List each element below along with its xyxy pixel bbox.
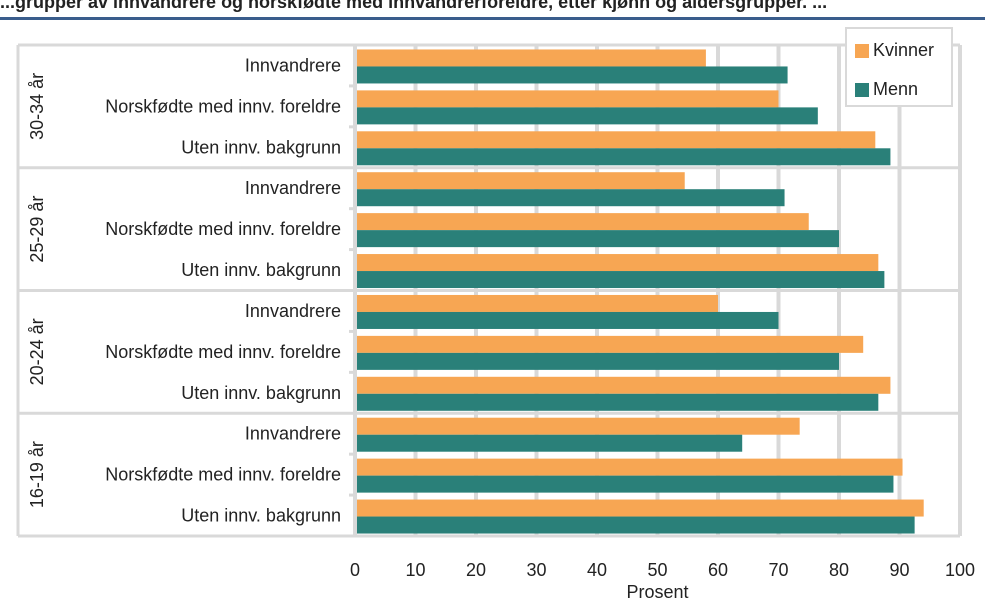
x-tick-label: 50 (647, 560, 667, 580)
x-tick-label: 90 (889, 560, 909, 580)
bar-kvinner (357, 172, 685, 189)
x-tick-label: 20 (466, 560, 486, 580)
category-label: Innvandrere (245, 55, 341, 75)
bar-kvinner (357, 500, 924, 517)
x-tick-label: 70 (768, 560, 788, 580)
legend-item-kvinner: Kvinner (855, 40, 934, 61)
bar-menn (357, 107, 818, 124)
bar-kvinner (357, 49, 706, 66)
bar-kvinner (357, 377, 890, 394)
bar-menn (357, 66, 788, 83)
group-label: 30-34 år (27, 73, 47, 140)
bar-menn (357, 148, 890, 165)
bar-menn (357, 394, 878, 411)
legend-swatch-kvinner (855, 44, 869, 58)
legend-label-menn: Menn (873, 79, 918, 100)
category-label: Norskfødte med innv. foreldre (105, 465, 341, 485)
bar-kvinner (357, 459, 903, 476)
category-label: Norskfødte med innv. foreldre (105, 342, 341, 362)
category-label: Innvandrere (245, 424, 341, 444)
group-label: 25-29 år (27, 196, 47, 263)
bar-menn (357, 230, 839, 247)
category-label: Norskfødte med innv. foreldre (105, 219, 341, 239)
bar-kvinner (357, 418, 800, 435)
bar-kvinner (357, 336, 863, 353)
x-axis-title: Prosent (626, 582, 688, 600)
bar-menn (357, 312, 779, 329)
bar-kvinner (357, 254, 878, 271)
group-label: 16-19 år (27, 441, 47, 508)
bar-kvinner (357, 90, 779, 107)
legend-swatch-menn (855, 83, 869, 97)
category-label: Norskfødte med innv. foreldre (105, 96, 341, 116)
category-label: Uten innv. bakgrunn (181, 383, 341, 403)
category-label: Uten innv. bakgrunn (181, 506, 341, 526)
x-tick-label: 10 (405, 560, 425, 580)
bar-kvinner (357, 295, 718, 312)
bar-menn (357, 435, 742, 452)
bar-kvinner (357, 213, 809, 230)
category-label: Innvandrere (245, 178, 341, 198)
group-label: 20-24 år (27, 318, 47, 385)
x-tick-label: 100 (945, 560, 975, 580)
bar-menn (357, 517, 915, 534)
x-tick-label: 60 (708, 560, 728, 580)
x-tick-label: 80 (829, 560, 849, 580)
legend: Kvinner Menn (845, 27, 953, 107)
x-tick-label: 0 (350, 560, 360, 580)
bar-menn (357, 353, 839, 370)
category-label: Innvandrere (245, 301, 341, 321)
legend-label-kvinner: Kvinner (873, 40, 934, 61)
bar-menn (357, 476, 893, 493)
bar-menn (357, 189, 785, 206)
bar-kvinner (357, 131, 875, 148)
category-label: Uten innv. bakgrunn (181, 260, 341, 280)
x-tick-label: 30 (526, 560, 546, 580)
bar-menn (357, 271, 884, 288)
category-label: Uten innv. bakgrunn (181, 137, 341, 157)
legend-item-menn: Menn (855, 79, 918, 100)
x-tick-label: 40 (587, 560, 607, 580)
